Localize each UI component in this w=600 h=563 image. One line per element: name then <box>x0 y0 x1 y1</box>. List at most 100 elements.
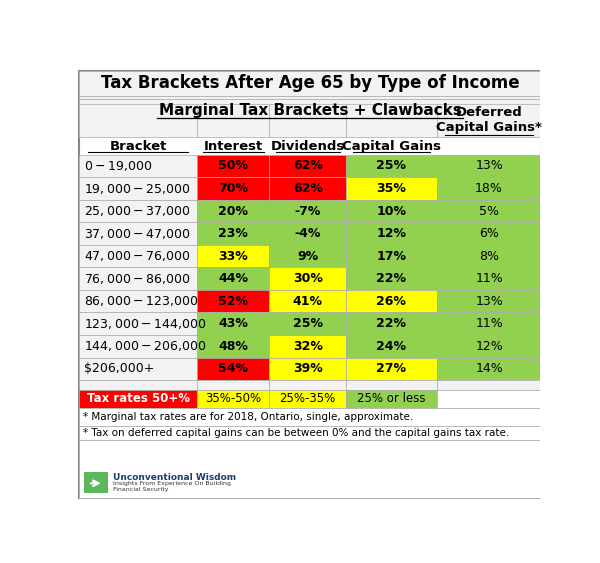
Text: 33%: 33% <box>218 249 248 262</box>
Bar <box>197 155 269 177</box>
Bar <box>79 440 541 498</box>
Bar <box>269 155 346 177</box>
Bar <box>79 335 197 358</box>
Text: 50%: 50% <box>218 159 248 172</box>
Bar <box>79 380 197 390</box>
Text: 30%: 30% <box>293 272 323 285</box>
Bar <box>346 380 437 390</box>
Text: 70%: 70% <box>218 182 248 195</box>
Bar <box>197 380 269 390</box>
Bar <box>269 312 346 335</box>
Bar <box>346 267 437 290</box>
Bar <box>437 104 541 137</box>
Text: 23%: 23% <box>218 227 248 240</box>
Text: 62%: 62% <box>293 182 323 195</box>
Bar <box>79 390 197 408</box>
Text: 32%: 32% <box>293 340 323 353</box>
Bar <box>346 177 437 200</box>
Text: 10%: 10% <box>376 204 406 217</box>
Text: 18%: 18% <box>475 182 503 195</box>
Bar <box>269 222 346 245</box>
Bar <box>346 104 437 137</box>
Text: 22%: 22% <box>376 272 406 285</box>
Bar <box>269 245 346 267</box>
Text: 25%: 25% <box>293 318 323 330</box>
Bar <box>346 155 437 177</box>
Text: $76,000-$86,000: $76,000-$86,000 <box>84 272 191 285</box>
Bar <box>437 290 541 312</box>
Bar <box>437 222 541 245</box>
Text: 25%: 25% <box>376 159 406 172</box>
Text: $37,000-$47,000: $37,000-$47,000 <box>84 226 191 240</box>
Text: Dividends: Dividends <box>271 140 345 153</box>
Bar <box>437 335 541 358</box>
Bar <box>197 245 269 267</box>
Text: $144,000-$206,000: $144,000-$206,000 <box>84 339 206 354</box>
Bar <box>437 358 541 380</box>
Bar <box>197 390 269 408</box>
Text: $0-$19,000: $0-$19,000 <box>84 159 152 173</box>
Bar <box>79 245 197 267</box>
Text: 35%-50%: 35%-50% <box>205 392 262 405</box>
Bar <box>197 177 269 200</box>
Bar <box>79 408 541 426</box>
Bar <box>437 245 541 267</box>
Bar <box>346 312 437 335</box>
Text: 48%: 48% <box>218 340 248 353</box>
Text: 62%: 62% <box>293 159 323 172</box>
Bar <box>197 222 269 245</box>
Bar <box>79 99 541 121</box>
Bar <box>269 335 346 358</box>
Bar <box>79 71 541 96</box>
Text: 41%: 41% <box>293 294 323 308</box>
Text: 52%: 52% <box>218 294 248 308</box>
Text: 35%: 35% <box>376 182 406 195</box>
Text: * Marginal tax rates are for 2018, Ontario, single, approximate.: * Marginal tax rates are for 2018, Ontar… <box>83 412 413 422</box>
Text: 12%: 12% <box>475 340 503 353</box>
Bar <box>437 312 541 335</box>
Text: Tax Brackets After Age 65 by Type of Income: Tax Brackets After Age 65 by Type of Inc… <box>101 74 520 92</box>
Text: $25,000-$37,000: $25,000-$37,000 <box>84 204 191 218</box>
Bar <box>79 177 197 200</box>
Bar <box>197 358 269 380</box>
Text: 25% or less: 25% or less <box>357 392 425 405</box>
Bar <box>437 177 541 200</box>
Text: 6%: 6% <box>479 227 499 240</box>
Bar <box>84 472 109 493</box>
Text: 44%: 44% <box>218 272 248 285</box>
Bar <box>197 267 269 290</box>
Bar <box>197 335 269 358</box>
Text: $123,000-$144,000: $123,000-$144,000 <box>84 317 206 331</box>
Text: Unconventional Wisdom: Unconventional Wisdom <box>113 473 236 482</box>
Text: 12%: 12% <box>376 227 406 240</box>
Bar <box>269 177 346 200</box>
Bar <box>197 312 269 335</box>
Bar <box>346 335 437 358</box>
Bar <box>437 200 541 222</box>
Bar <box>346 222 437 245</box>
Bar <box>269 390 346 408</box>
Text: $47,000-$76,000: $47,000-$76,000 <box>84 249 191 263</box>
Text: 14%: 14% <box>475 363 503 376</box>
Bar <box>79 312 197 335</box>
Bar <box>197 290 269 312</box>
Bar <box>269 290 346 312</box>
Text: Deferred
Capital Gains*: Deferred Capital Gains* <box>436 106 542 135</box>
Bar <box>79 155 197 177</box>
Bar <box>79 358 197 380</box>
Text: 5%: 5% <box>479 204 499 217</box>
Bar <box>346 245 437 267</box>
Text: Financial Security: Financial Security <box>113 487 169 492</box>
Text: $206,000+: $206,000+ <box>84 363 155 376</box>
Text: Capital Gains: Capital Gains <box>342 140 441 153</box>
Bar <box>269 104 346 137</box>
Bar <box>269 380 346 390</box>
Text: * Tax on deferred capital gains can be between 0% and the capital gains tax rate: * Tax on deferred capital gains can be b… <box>83 428 509 438</box>
Text: 43%: 43% <box>218 318 248 330</box>
Bar <box>79 200 197 222</box>
Bar <box>197 104 269 137</box>
Text: 27%: 27% <box>376 363 406 376</box>
Bar <box>79 267 197 290</box>
Text: -4%: -4% <box>295 227 321 240</box>
Text: Interest: Interest <box>204 140 263 153</box>
